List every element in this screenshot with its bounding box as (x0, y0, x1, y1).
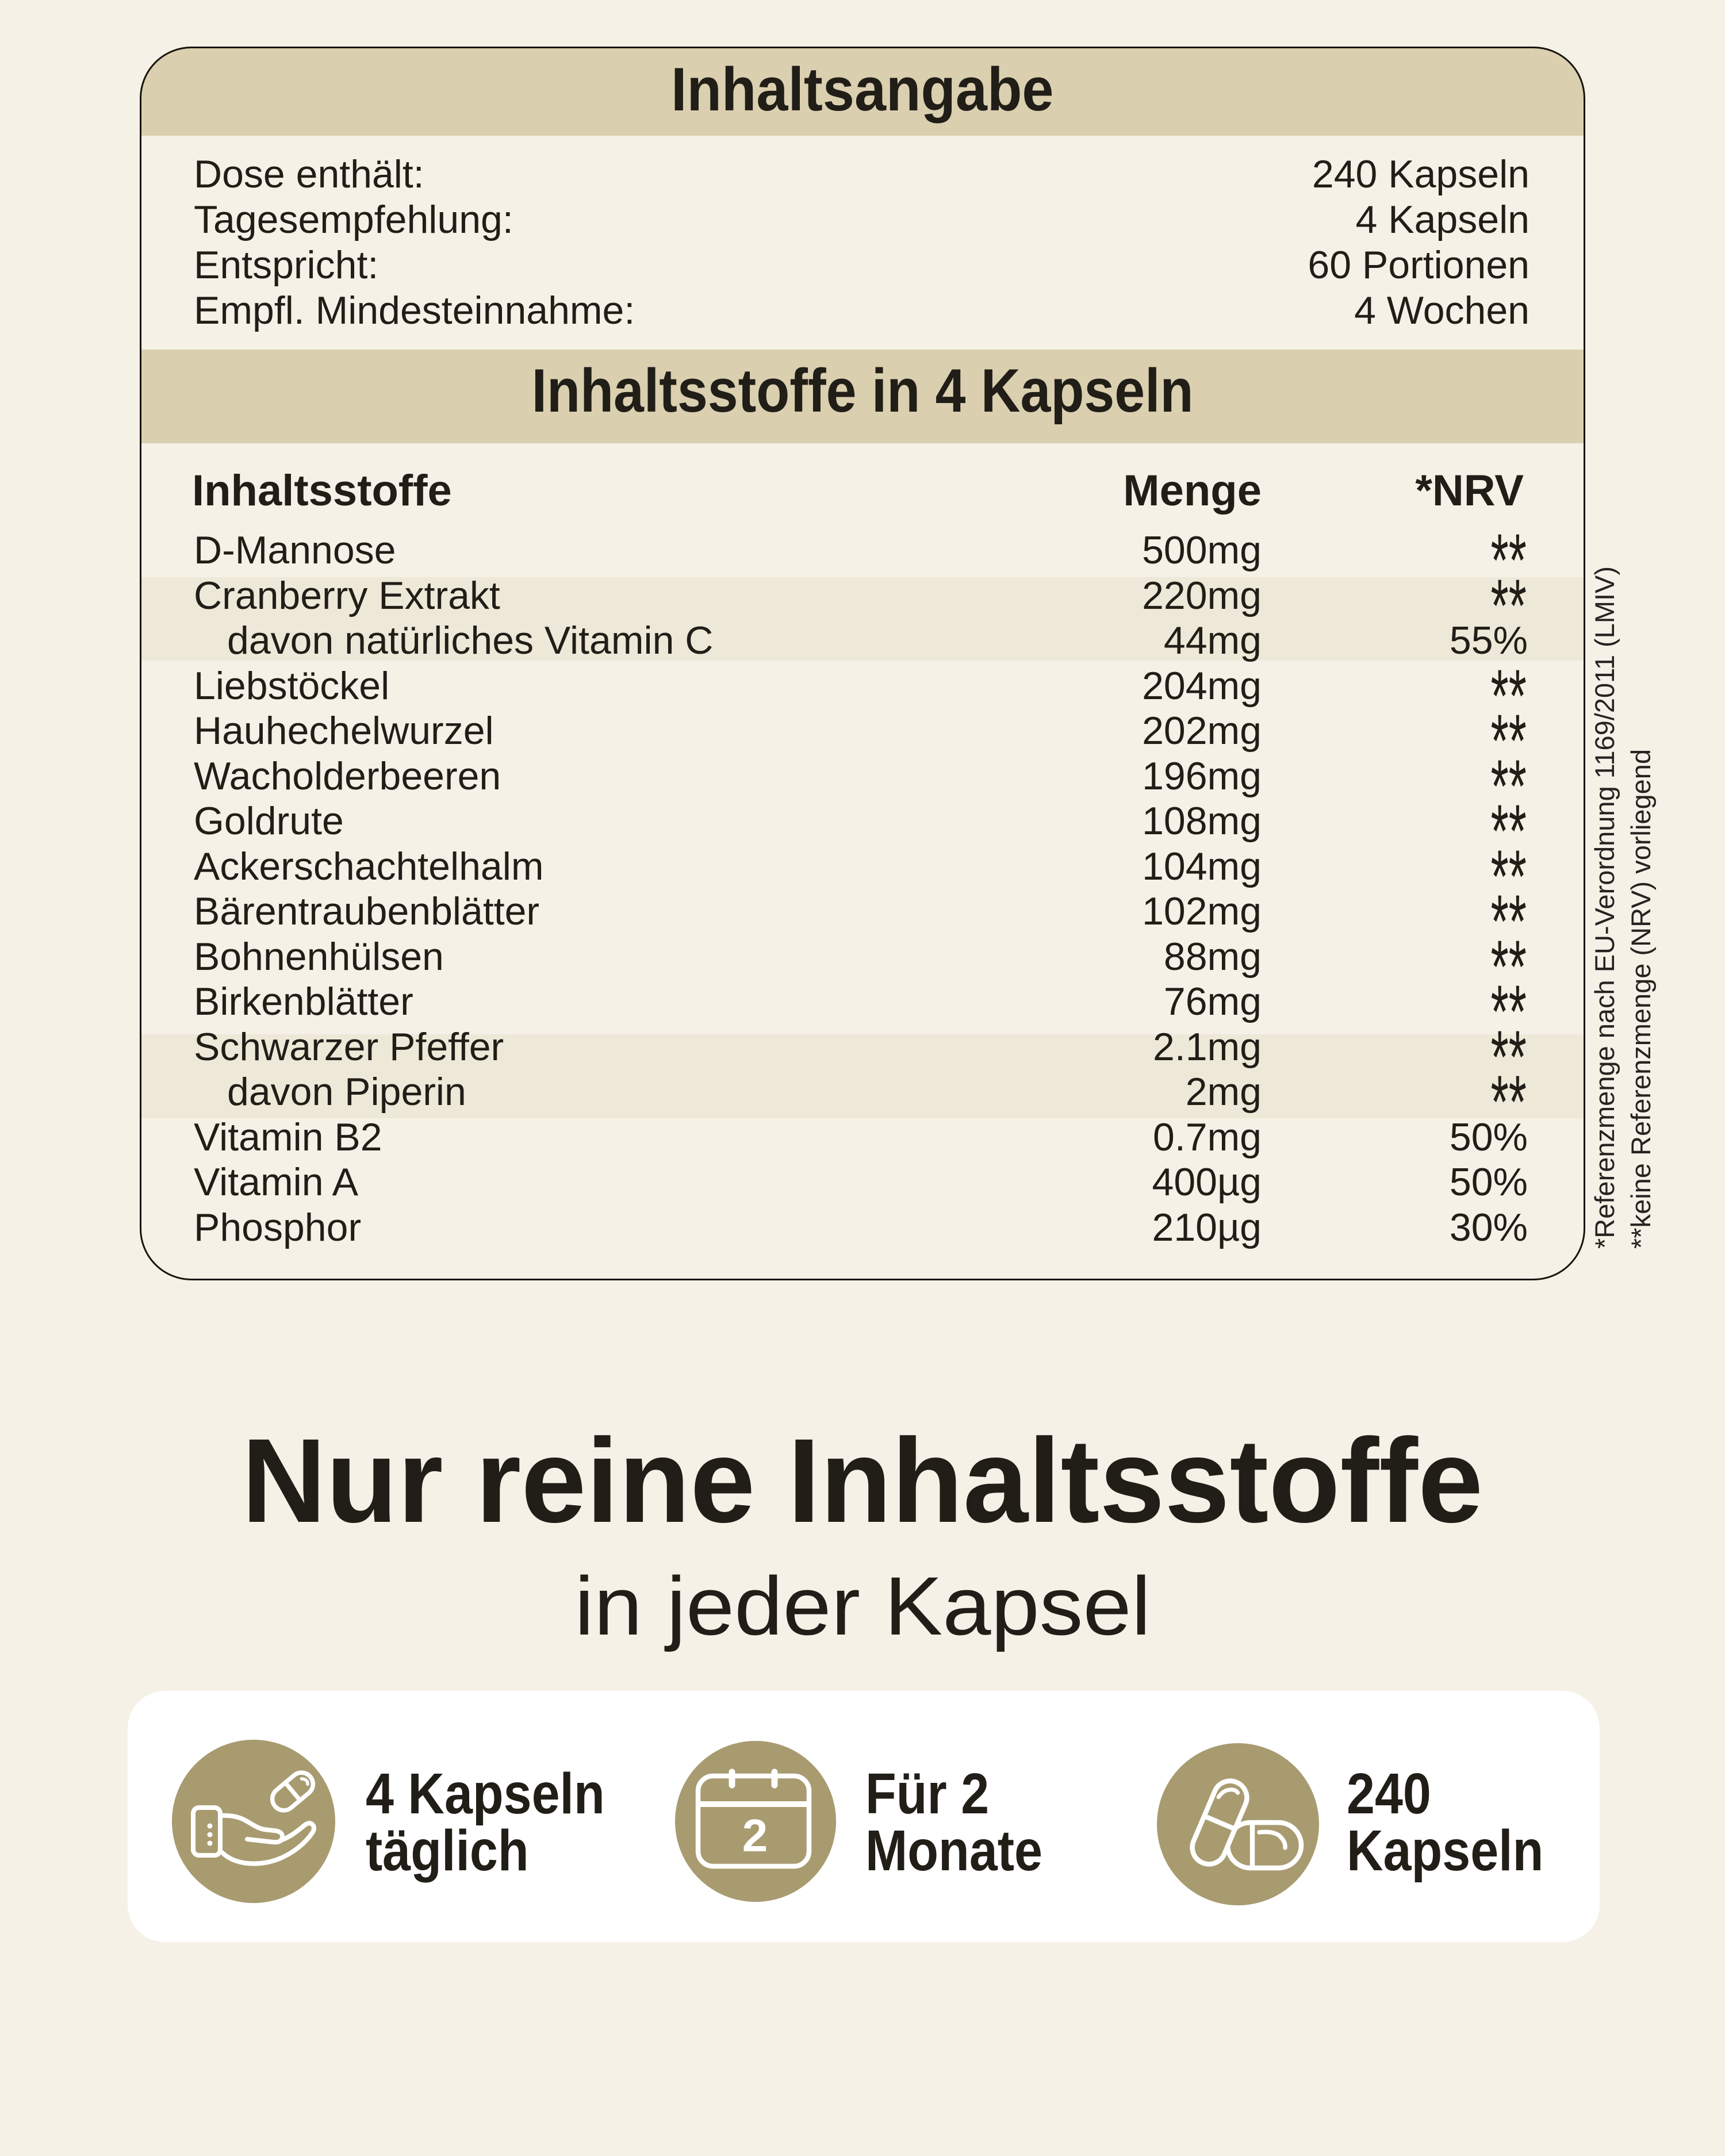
svg-text:2: 2 (742, 1810, 768, 1861)
